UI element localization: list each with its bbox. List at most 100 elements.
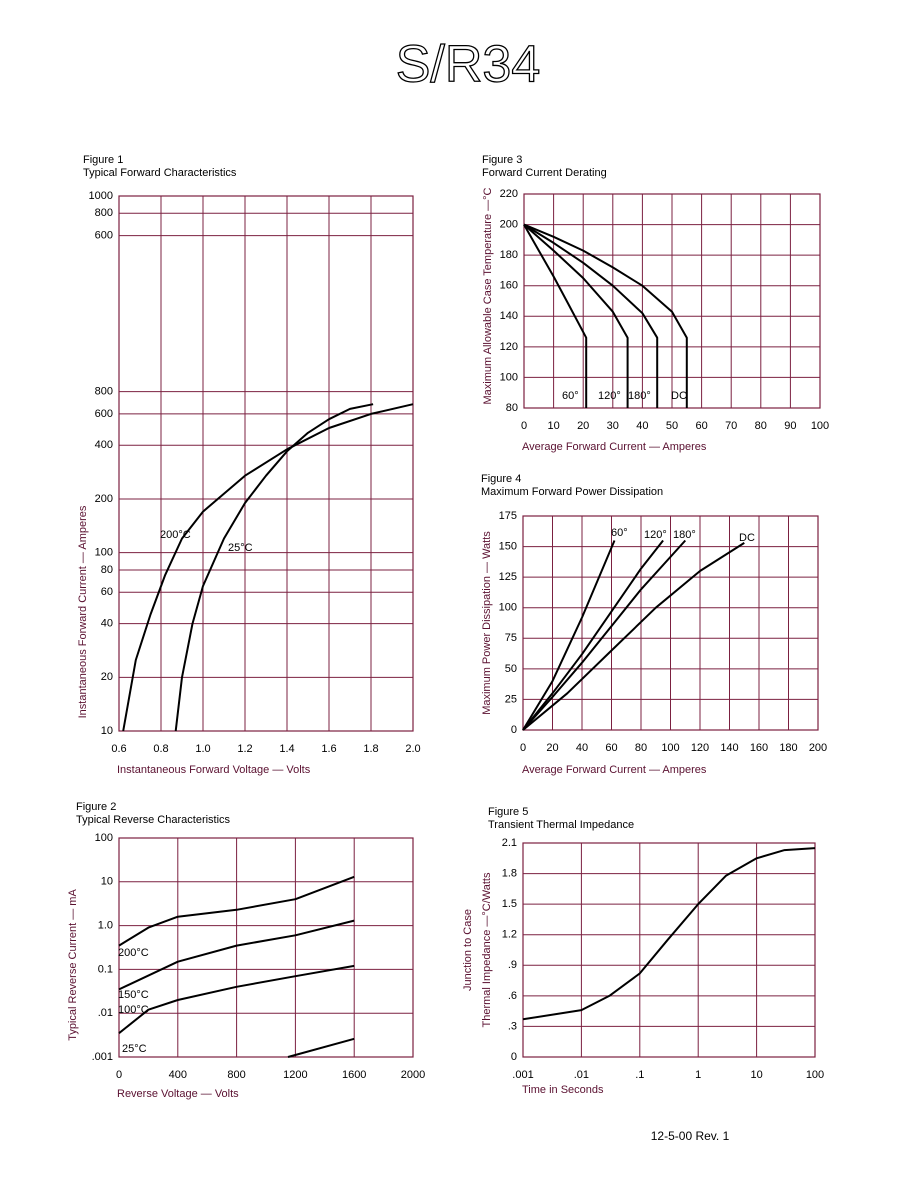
x-axis-label: Average Forward Current — Amperes <box>522 441 707 453</box>
curve <box>523 224 588 408</box>
y-tick-label: 75 <box>505 632 517 644</box>
figure-subtitle: Forward Current Derating <box>482 167 607 179</box>
curve-label: 60° <box>562 390 579 402</box>
x-tick-label: 80 <box>755 420 767 432</box>
plot <box>522 515 819 731</box>
y-tick-label: 0 <box>511 724 517 736</box>
y-tick-label: 20 <box>101 671 113 683</box>
y-tick-label: 200 <box>95 493 113 505</box>
y-tick-label: 600 <box>95 229 113 241</box>
figure-title: Figure 4 <box>481 473 521 485</box>
x-tick-label: 100 <box>806 1069 824 1081</box>
x-axis-label: Time in Seconds <box>522 1084 604 1096</box>
y-tick-label: 100 <box>95 832 113 844</box>
curve-label: 150°C <box>118 989 149 1001</box>
x-tick-label: 1.2 <box>237 743 252 755</box>
x-tick-label: 400 <box>169 1069 187 1081</box>
y-tick-label: 175 <box>499 510 517 522</box>
y-tick-label: 100 <box>500 371 518 383</box>
y-tick-label: 1.5 <box>502 898 517 910</box>
plot-frame <box>118 195 414 732</box>
x-tick-label: 10 <box>750 1069 762 1081</box>
x-tick-label: 1200 <box>283 1069 307 1081</box>
y-tick-label: 400 <box>95 439 113 451</box>
x-tick-label: .1 <box>635 1069 644 1081</box>
figure-subtitle: Typical Reverse Characteristics <box>76 814 231 826</box>
y-tick-label: .3 <box>508 1020 517 1032</box>
curve <box>118 964 355 1034</box>
y-tick-label: 1.8 <box>502 867 517 879</box>
y-tick-label: 140 <box>500 310 518 322</box>
curve-label: 180° <box>673 529 696 541</box>
y-tick-label: 50 <box>505 663 517 675</box>
curve-label: 25°C <box>228 542 253 554</box>
curve <box>118 875 355 947</box>
curve <box>522 539 664 731</box>
x-tick-label: 20 <box>577 420 589 432</box>
curve <box>522 847 816 1021</box>
x-tick-label: 2.0 <box>405 743 420 755</box>
x-tick-label: 60 <box>605 742 617 754</box>
figure-title: Figure 5 <box>488 806 528 818</box>
x-tick-label: 60 <box>695 420 707 432</box>
curve-label: 180° <box>628 390 651 402</box>
curve <box>122 403 414 732</box>
y-tick-label: 10 <box>101 876 113 888</box>
y-tick-label: 0.1 <box>98 963 113 975</box>
x-tick-label: 70 <box>725 420 737 432</box>
x-tick-label: 1 <box>695 1069 701 1081</box>
y-tick-label: 80 <box>506 402 518 414</box>
y-tick-label: 120 <box>500 341 518 353</box>
footer: 12-5-00 Rev. 1 <box>651 1129 730 1143</box>
y-axis-label: Maximum Allowable Case Temperature —°C <box>482 187 494 404</box>
y-tick-label: .9 <box>508 959 517 971</box>
y-tick-label: 40 <box>101 618 113 630</box>
curve-label: DC <box>739 532 755 544</box>
figure-subtitle: Transient Thermal Impedance <box>488 819 634 831</box>
y-tick-label: 180 <box>500 249 518 261</box>
plot <box>523 193 821 409</box>
x-tick-label: 50 <box>666 420 678 432</box>
curve-label: 200°C <box>118 947 149 959</box>
x-axis-label: Instantaneous Forward Voltage — Volts <box>117 764 311 776</box>
y-tick-label: 1.0 <box>98 920 113 932</box>
x-tick-label: 1600 <box>342 1069 366 1081</box>
x-tick-label: 80 <box>635 742 647 754</box>
y-tick-label: 60 <box>101 586 113 598</box>
figure-title: Figure 3 <box>482 154 522 166</box>
y-tick-label: 100 <box>499 602 517 614</box>
y-tick-label: 200 <box>500 218 518 230</box>
y-tick-label: 600 <box>95 408 113 420</box>
y-tick-label: 2.1 <box>502 837 517 849</box>
plot-frame <box>522 842 816 1058</box>
y-tick-label: .001 <box>92 1051 113 1063</box>
plot <box>118 195 414 732</box>
x-tick-label: 800 <box>227 1069 245 1081</box>
x-tick-label: 0 <box>116 1069 122 1081</box>
curve <box>523 223 659 408</box>
y-axis-label: Thermal Impedance —°C/Watts <box>481 872 493 1027</box>
y-tick-label: 10 <box>101 725 113 737</box>
plot-frame <box>523 193 821 409</box>
curve <box>522 542 745 731</box>
plot-frame <box>522 515 819 731</box>
y-axis-label: Junction to Case <box>462 909 474 991</box>
x-tick-label: 140 <box>720 742 738 754</box>
curve-label: 60° <box>611 527 628 539</box>
y-axis-label: Maximum Power Dissipation — Watts <box>481 531 493 715</box>
curve <box>522 539 687 731</box>
x-axis-label: Reverse Voltage — Volts <box>117 1088 239 1100</box>
y-tick-label: 150 <box>499 540 517 552</box>
x-tick-label: 20 <box>546 742 558 754</box>
x-tick-label: 0 <box>521 420 527 432</box>
x-tick-label: 1.8 <box>363 743 378 755</box>
plot <box>118 837 414 1058</box>
curve <box>523 223 629 408</box>
y-tick-label: .6 <box>508 990 517 1002</box>
x-tick-label: 0.6 <box>111 743 126 755</box>
x-tick-label: 100 <box>661 742 679 754</box>
curve <box>174 403 374 732</box>
curve <box>523 223 688 408</box>
plot <box>522 842 816 1058</box>
